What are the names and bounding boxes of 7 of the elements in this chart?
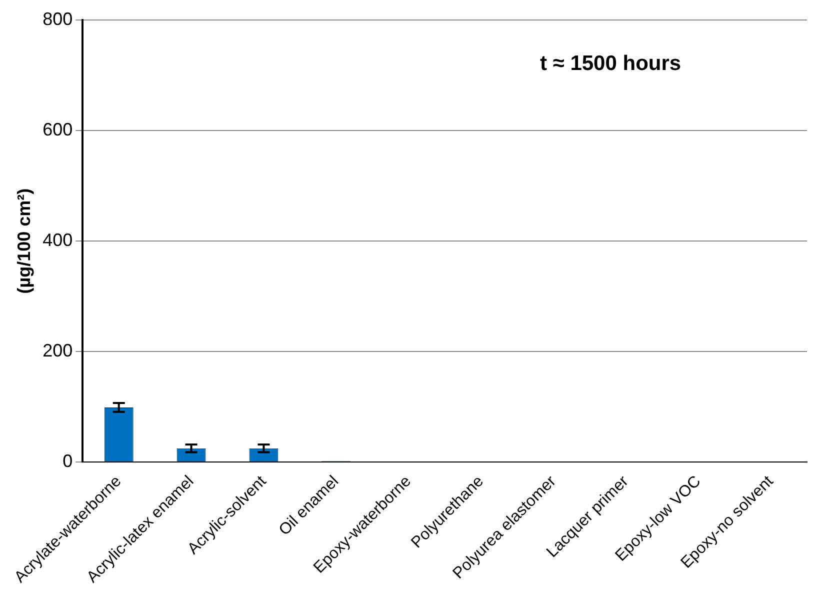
y-tick-label: 400 <box>42 230 73 250</box>
annotation: t ≈ 1500 hours <box>540 52 682 76</box>
y-tick-label: 800 <box>42 8 73 29</box>
y-tick-label: 0 <box>62 451 73 472</box>
y-tick-label: 200 <box>42 340 73 361</box>
y-tick-label: 600 <box>42 120 73 140</box>
y-axis-title: (µg/100 cm²) <box>14 188 34 294</box>
